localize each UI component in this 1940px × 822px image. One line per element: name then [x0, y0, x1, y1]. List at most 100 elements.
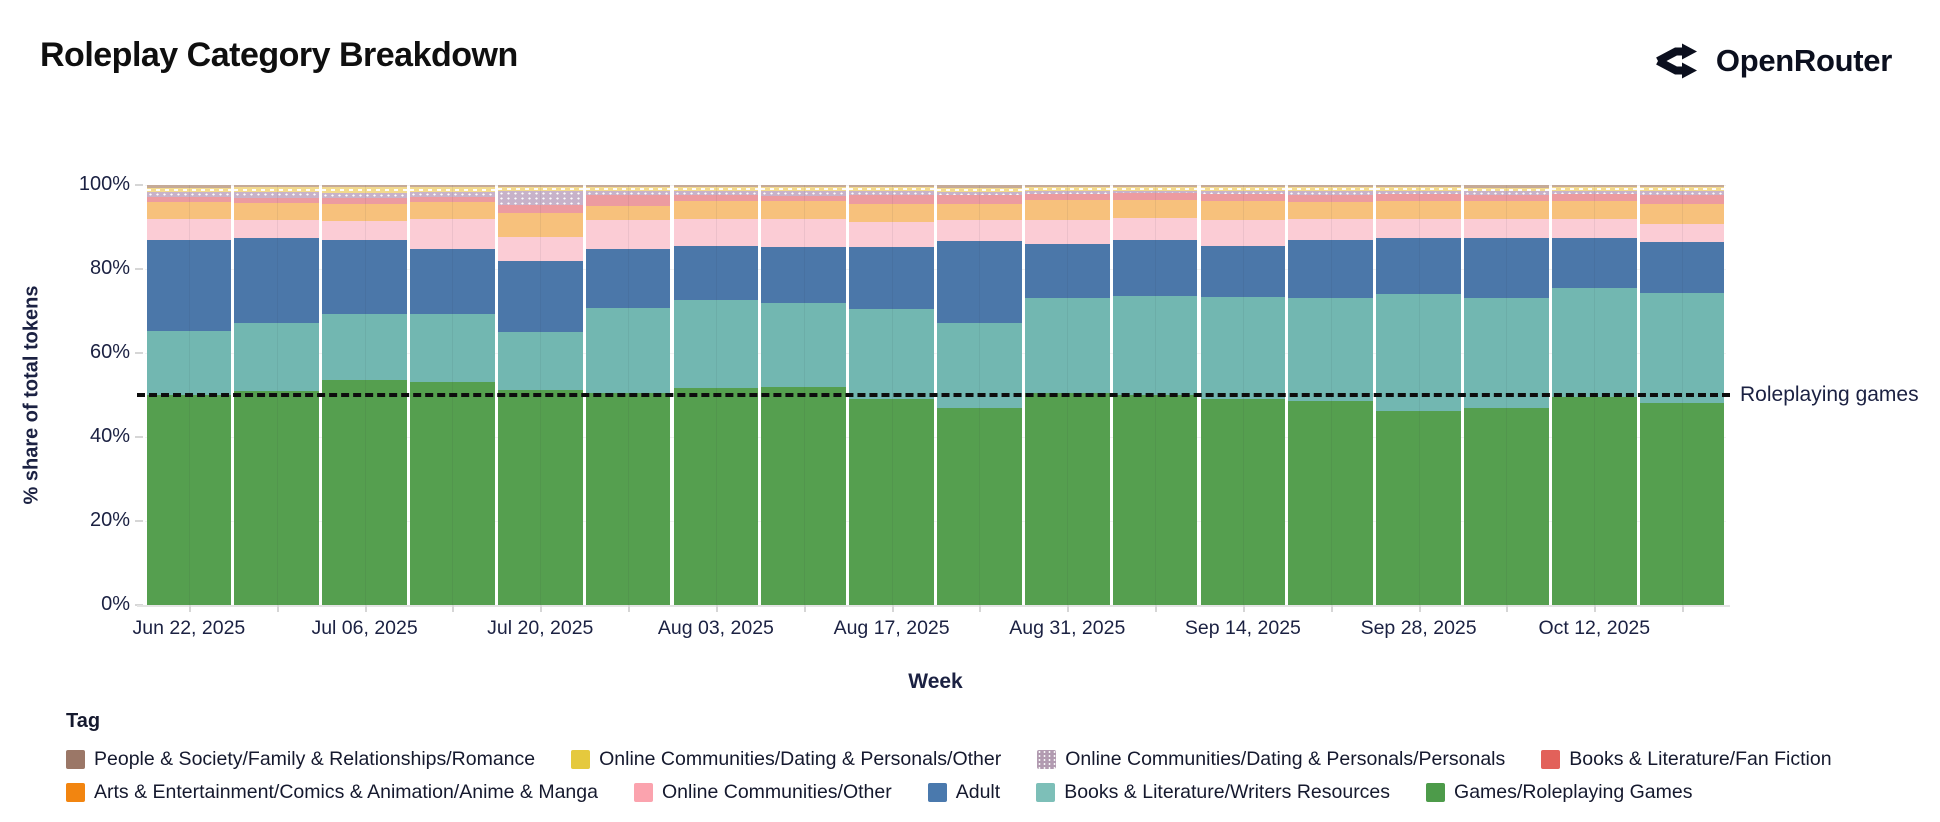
bar-segment[interactable]	[1639, 195, 1725, 204]
bar-segment[interactable]	[410, 313, 495, 382]
bar-segment[interactable]	[1024, 297, 1110, 394]
bar-segment[interactable]	[1376, 201, 1461, 219]
bar-segment[interactable]	[1112, 240, 1198, 296]
legend-item[interactable]: Arts & Entertainment/Comics & Animation/…	[66, 781, 598, 804]
bar-segment[interactable]	[937, 203, 1022, 221]
bar-segment[interactable]	[1551, 193, 1637, 201]
bar-segment[interactable]	[497, 390, 583, 605]
bar-segment[interactable]	[585, 307, 671, 394]
stacked-bar[interactable]	[497, 185, 583, 605]
bar-segment[interactable]	[497, 332, 583, 391]
bar-segment[interactable]	[1112, 193, 1198, 201]
bar-segment[interactable]	[849, 194, 934, 204]
bar-segment[interactable]	[322, 313, 407, 381]
bar-segment[interactable]	[1639, 203, 1725, 225]
bar-segment[interactable]	[937, 241, 1022, 324]
bar-segment[interactable]	[585, 393, 671, 605]
bar-segment[interactable]	[322, 240, 407, 314]
bar-segment[interactable]	[1112, 217, 1198, 241]
bar-segment[interactable]	[1200, 398, 1286, 605]
bar-segment[interactable]	[1639, 241, 1725, 294]
bar-segment[interactable]	[1464, 297, 1549, 408]
stacked-bar[interactable]	[673, 185, 759, 605]
bar-segment[interactable]	[585, 220, 671, 250]
stacked-bar[interactable]	[937, 185, 1022, 605]
stacked-bar[interactable]	[1464, 185, 1549, 605]
bar-segment[interactable]	[849, 203, 934, 223]
bar-segment[interactable]	[146, 201, 232, 220]
bar-segment[interactable]	[1288, 194, 1374, 202]
bar-segment[interactable]	[1288, 401, 1374, 605]
bar-segment[interactable]	[1376, 410, 1461, 605]
bar-segment[interactable]	[1464, 407, 1549, 605]
bar-segment[interactable]	[937, 408, 1022, 605]
bar-segment[interactable]	[1200, 245, 1286, 297]
bar-segment[interactable]	[234, 202, 320, 221]
bar-segment[interactable]	[322, 203, 407, 222]
bar-segment[interactable]	[1639, 293, 1725, 403]
bar-segment[interactable]	[761, 246, 847, 304]
bar-segment[interactable]	[234, 220, 320, 239]
bar-segment[interactable]	[1288, 201, 1374, 220]
bar-segment[interactable]	[146, 331, 232, 395]
bar-segment[interactable]	[1288, 240, 1374, 298]
bar-segment[interactable]	[146, 239, 232, 332]
legend-item[interactable]: People & Society/Family & Relationships/…	[66, 748, 535, 771]
bar-segment[interactable]	[585, 206, 671, 221]
bar-segment[interactable]	[1551, 200, 1637, 219]
bar-segment[interactable]	[1200, 194, 1286, 201]
bar-segment[interactable]	[1464, 238, 1549, 298]
bar-segment[interactable]	[761, 303, 847, 388]
legend-item[interactable]: Books & Literature/Fan Fiction	[1541, 748, 1832, 771]
bar-segment[interactable]	[497, 204, 583, 213]
bar-segment[interactable]	[1024, 199, 1110, 221]
bar-segment[interactable]	[410, 381, 495, 605]
bar-segment[interactable]	[1551, 397, 1637, 605]
bar-segment[interactable]	[1200, 201, 1286, 221]
bar-segment[interactable]	[1024, 393, 1110, 605]
stacked-bar[interactable]	[585, 185, 671, 605]
bar-segment[interactable]	[761, 387, 847, 605]
stacked-bar[interactable]	[322, 185, 407, 605]
stacked-bar[interactable]	[1024, 185, 1110, 605]
bar-segment[interactable]	[673, 219, 759, 246]
bar-segment[interactable]	[585, 194, 671, 207]
bar-segment[interactable]	[1200, 296, 1286, 399]
stacked-bar[interactable]	[761, 185, 847, 605]
stacked-bar[interactable]	[849, 185, 934, 605]
stacked-bar[interactable]	[410, 185, 495, 605]
bar-segment[interactable]	[234, 390, 320, 605]
bar-segment[interactable]	[673, 245, 759, 301]
bar-segment[interactable]	[1200, 220, 1286, 246]
bar-segment[interactable]	[1288, 219, 1374, 241]
bar-segment[interactable]	[849, 222, 934, 248]
stacked-bar[interactable]	[146, 185, 232, 605]
bar-segment[interactable]	[937, 220, 1022, 242]
bar-segment[interactable]	[1551, 218, 1637, 238]
bar-segment[interactable]	[849, 247, 934, 309]
bar-segment[interactable]	[1112, 394, 1198, 605]
legend-item[interactable]: Online Communities/Dating & Personals/Pe…	[1037, 748, 1505, 771]
legend-item[interactable]: Games/Roleplaying Games	[1426, 781, 1692, 804]
stacked-bar[interactable]	[234, 185, 320, 605]
bar-segment[interactable]	[585, 249, 671, 308]
legend-item[interactable]: Online Communities/Dating & Personals/Ot…	[571, 748, 1001, 771]
bar-segment[interactable]	[410, 218, 495, 249]
bar-segment[interactable]	[1288, 298, 1374, 402]
bar-segment[interactable]	[497, 260, 583, 333]
bar-segment[interactable]	[234, 238, 320, 323]
bar-segment[interactable]	[1639, 224, 1725, 242]
stacked-bar[interactable]	[1288, 185, 1374, 605]
bar-segment[interactable]	[146, 219, 232, 240]
bar-segment[interactable]	[410, 201, 495, 219]
bar-segment[interactable]	[937, 195, 1022, 204]
bar-segment[interactable]	[322, 380, 407, 605]
bar-segment[interactable]	[1639, 402, 1725, 605]
bar-segment[interactable]	[1376, 194, 1461, 202]
bar-segment[interactable]	[1551, 237, 1637, 288]
bar-segment[interactable]	[673, 387, 759, 605]
bar-segment[interactable]	[673, 300, 759, 388]
bar-segment[interactable]	[761, 200, 847, 220]
bar-segment[interactable]	[1024, 244, 1110, 298]
bar-segment[interactable]	[849, 398, 934, 605]
